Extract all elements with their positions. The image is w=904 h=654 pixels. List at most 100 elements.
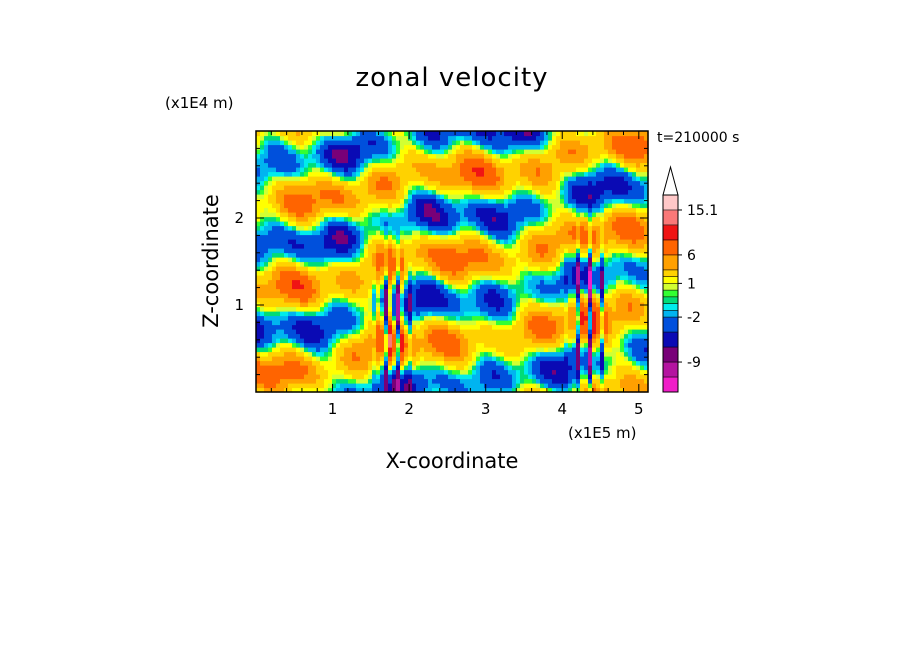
heatmap-cell bbox=[284, 275, 289, 281]
heatmap-cell bbox=[468, 221, 473, 227]
heatmap-cell bbox=[392, 383, 397, 389]
heatmap-cell bbox=[428, 162, 433, 168]
heatmap-cell bbox=[560, 180, 565, 186]
heatmap-cell bbox=[284, 203, 289, 209]
heatmap-cell bbox=[380, 333, 385, 339]
heatmap-cell bbox=[352, 297, 357, 303]
heatmap-cell bbox=[476, 342, 481, 348]
heatmap-cell bbox=[480, 216, 485, 222]
heatmap-cell bbox=[340, 306, 345, 312]
heatmap-cell bbox=[568, 365, 573, 371]
heatmap-cell bbox=[344, 185, 349, 191]
heatmap-cell bbox=[576, 239, 581, 245]
heatmap-cell bbox=[480, 338, 485, 344]
heatmap-cell bbox=[480, 198, 485, 204]
heatmap-cell bbox=[280, 194, 285, 200]
heatmap-cell bbox=[512, 266, 517, 272]
heatmap-cell bbox=[320, 306, 325, 312]
heatmap-cell bbox=[496, 144, 501, 150]
heatmap-cell bbox=[284, 324, 289, 330]
heatmap-cell bbox=[332, 387, 337, 393]
heatmap-cell bbox=[524, 270, 529, 276]
heatmap-cell bbox=[432, 329, 437, 335]
heatmap-cell bbox=[368, 275, 373, 281]
heatmap-cell bbox=[560, 342, 565, 348]
heatmap-cell bbox=[572, 185, 577, 191]
heatmap-cell bbox=[288, 243, 293, 249]
heatmap-cell bbox=[516, 234, 521, 240]
heatmap-cell bbox=[484, 185, 489, 191]
heatmap-cell bbox=[524, 342, 529, 348]
heatmap-cell bbox=[548, 135, 553, 141]
heatmap-cell bbox=[484, 140, 489, 146]
heatmap-cell bbox=[492, 383, 497, 389]
heatmap-cell bbox=[284, 194, 289, 200]
heatmap-cell bbox=[280, 248, 285, 254]
heatmap-cell bbox=[332, 243, 337, 249]
heatmap-cell bbox=[532, 234, 537, 240]
heatmap-cell bbox=[576, 243, 581, 249]
heatmap-cell bbox=[540, 216, 545, 222]
heatmap-cell bbox=[448, 207, 453, 213]
heatmap-cell bbox=[308, 365, 313, 371]
heatmap-cell bbox=[368, 311, 373, 317]
heatmap-cell bbox=[400, 230, 405, 236]
heatmap-cell bbox=[396, 176, 401, 182]
heatmap-cell bbox=[520, 333, 525, 339]
heatmap-cell bbox=[580, 324, 585, 330]
heatmap-cell bbox=[276, 279, 281, 285]
heatmap-cell bbox=[368, 135, 373, 141]
heatmap-cell bbox=[332, 302, 337, 308]
heatmap-cell bbox=[492, 338, 497, 344]
heatmap-cell bbox=[420, 243, 425, 249]
heatmap-cell bbox=[548, 252, 553, 258]
heatmap-cell bbox=[572, 221, 577, 227]
heatmap-cell bbox=[324, 234, 329, 240]
heatmap-cell bbox=[432, 374, 437, 380]
heatmap-cell bbox=[292, 194, 297, 200]
heatmap-cell bbox=[540, 162, 545, 168]
heatmap-cell bbox=[320, 221, 325, 227]
heatmap-cell bbox=[352, 248, 357, 254]
heatmap-cell bbox=[520, 203, 525, 209]
heatmap-cell bbox=[576, 306, 581, 312]
heatmap-cell bbox=[332, 158, 337, 164]
heatmap-cell bbox=[592, 324, 597, 330]
heatmap-cell bbox=[472, 257, 477, 263]
heatmap-cell bbox=[548, 320, 553, 326]
heatmap-cell bbox=[584, 369, 589, 375]
heatmap-cell bbox=[268, 315, 273, 321]
heatmap-cell bbox=[580, 198, 585, 204]
heatmap-cell bbox=[512, 221, 517, 227]
heatmap-cell bbox=[532, 351, 537, 357]
heatmap-cell bbox=[540, 266, 545, 272]
heatmap-cell bbox=[548, 171, 553, 177]
heatmap-cell bbox=[588, 329, 593, 335]
heatmap-cell bbox=[368, 351, 373, 357]
heatmap-cell bbox=[292, 351, 297, 357]
heatmap-cell bbox=[540, 198, 545, 204]
heatmap-cell bbox=[480, 279, 485, 285]
heatmap-cell bbox=[564, 135, 569, 141]
heatmap-cell bbox=[572, 162, 577, 168]
heatmap-cell bbox=[428, 284, 433, 290]
heatmap-cell bbox=[484, 342, 489, 348]
heatmap-cell bbox=[568, 257, 573, 263]
heatmap-cell bbox=[536, 158, 541, 164]
heatmap-cell bbox=[576, 293, 581, 299]
heatmap-cell bbox=[504, 212, 509, 218]
heatmap-cell bbox=[408, 185, 413, 191]
heatmap-cell bbox=[360, 162, 365, 168]
heatmap-cell bbox=[344, 239, 349, 245]
heatmap-cell bbox=[356, 378, 361, 384]
heatmap-cell bbox=[524, 315, 529, 321]
heatmap-cell bbox=[528, 144, 533, 150]
heatmap-cell bbox=[304, 252, 309, 258]
heatmap-cell bbox=[424, 153, 429, 159]
heatmap-cell bbox=[572, 167, 577, 173]
heatmap-cell bbox=[536, 207, 541, 213]
heatmap-cell bbox=[364, 180, 369, 186]
heatmap-cell bbox=[592, 221, 597, 227]
heatmap-cell bbox=[392, 216, 397, 222]
heatmap-cell bbox=[516, 221, 521, 227]
